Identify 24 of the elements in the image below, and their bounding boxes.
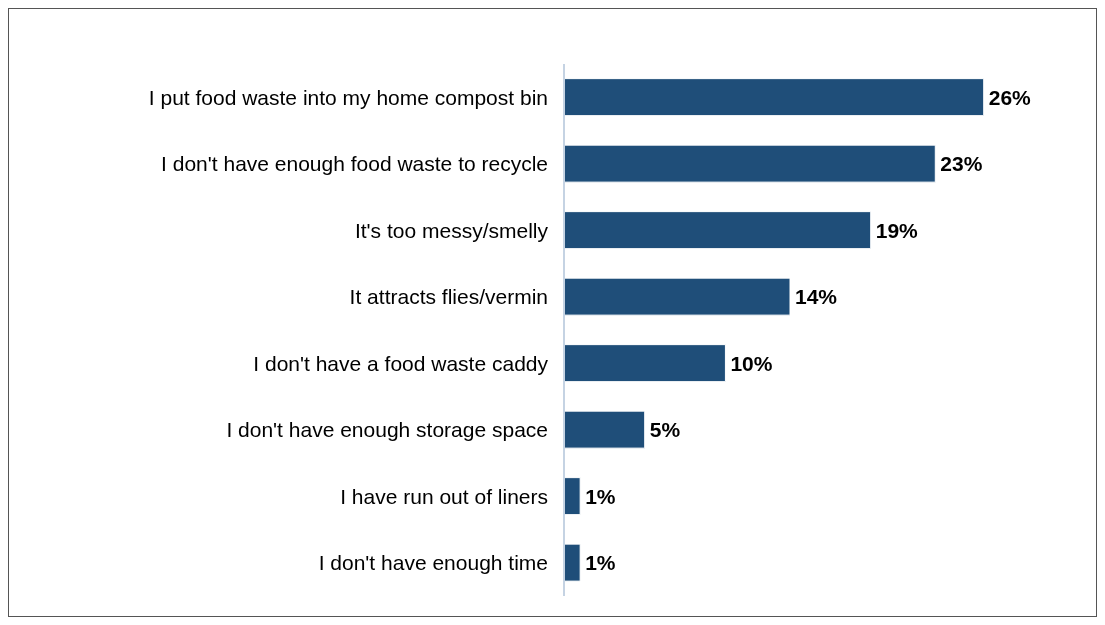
- data-label: 26%: [988, 85, 1032, 109]
- data-label: 5%: [649, 418, 681, 442]
- y-tick-label: I put food waste into my home compost bin: [148, 85, 548, 109]
- bar: [564, 211, 872, 250]
- bar: [564, 78, 985, 117]
- y-tick-label: I have run out of liners: [340, 484, 548, 508]
- y-tick-label: I don't have enough storage space: [226, 418, 548, 442]
- bar: [564, 277, 791, 316]
- data-label: 1%: [585, 551, 616, 575]
- y-tick-label: It attracts flies/vermin: [349, 285, 548, 309]
- bar: [564, 543, 581, 582]
- bar: [564, 344, 726, 383]
- data-label: 23%: [940, 152, 983, 176]
- bar: [564, 477, 581, 516]
- data-label: 1%: [585, 484, 616, 508]
- y-tick-label: I don't have enough time: [318, 551, 548, 575]
- data-label: 10%: [730, 351, 773, 375]
- bar: [564, 410, 646, 449]
- y-tick-label: I don't have a food waste caddy: [253, 351, 549, 375]
- data-label: 14%: [795, 285, 838, 309]
- bar: [564, 144, 936, 183]
- y-tick-label: I don't have enough food waste to recycle: [161, 152, 548, 176]
- data-label: 19%: [875, 218, 919, 242]
- y-tick-label: It's too messy/smelly: [354, 218, 549, 242]
